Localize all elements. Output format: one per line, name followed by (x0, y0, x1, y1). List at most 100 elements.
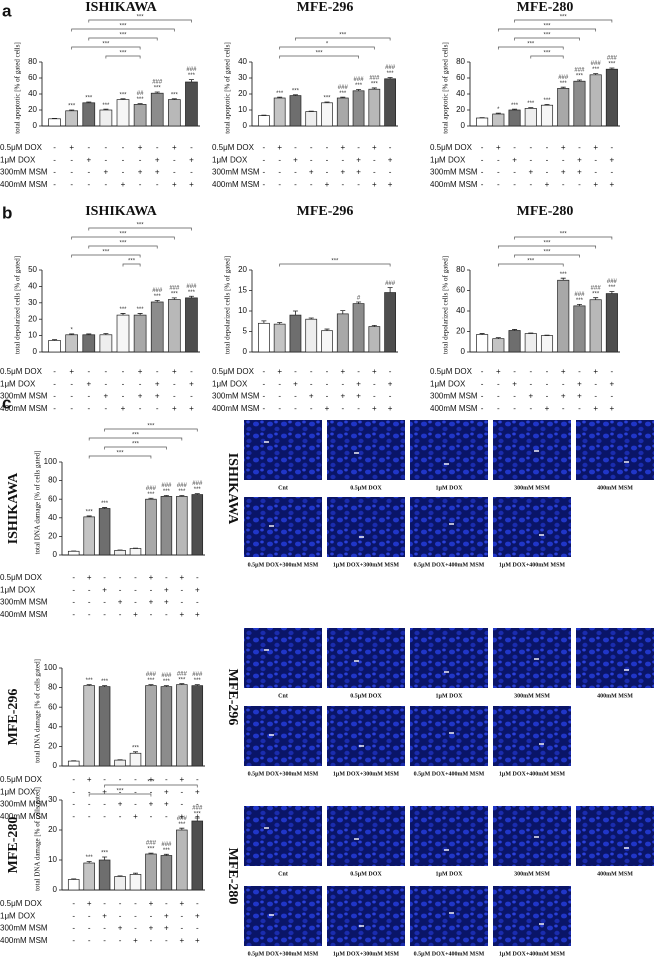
bar (114, 549, 126, 556)
bracket (88, 793, 152, 797)
treatment-sign: - (72, 787, 75, 796)
treatment-sign: + (138, 143, 143, 152)
treatment-sign: + (561, 168, 566, 177)
bar (321, 102, 333, 127)
error-bar (495, 337, 501, 339)
treatment-sign: - (173, 168, 176, 177)
image-caption: 400mM MSM (597, 693, 633, 699)
bracket-label: *** (132, 433, 140, 439)
treatment-sign: - (122, 392, 125, 401)
treatment-sign: + (102, 911, 107, 920)
treatment-sign: - (173, 392, 176, 401)
treatment-sign: + (172, 367, 177, 376)
bracket (497, 245, 597, 249)
image-caption: 1μM DOX (436, 693, 464, 699)
bar (185, 81, 198, 127)
bracket-label: *** (543, 51, 551, 57)
treatment-sign: - (180, 787, 183, 796)
image-caption: 1μM DOX (436, 485, 464, 491)
treatment-sign: - (150, 911, 153, 920)
treatment-sign: - (497, 180, 500, 189)
treatment-sign: + (155, 168, 160, 177)
treatment-sign: - (105, 143, 108, 152)
treatment-sign: - (88, 787, 91, 796)
treatment-sign: - (546, 155, 549, 164)
image-caption: 400mM MSM (597, 485, 633, 491)
treatment-label: 1μM DOX (0, 155, 36, 164)
bar (289, 95, 302, 127)
treatment-sign: - (263, 155, 266, 164)
bracket-label: * (326, 42, 329, 48)
treatment-sign: - (389, 168, 392, 177)
treatment-sign: - (481, 143, 484, 152)
bar (145, 853, 157, 891)
treatment-sign: - (611, 143, 614, 152)
treatment-sign: + (69, 143, 74, 152)
micrograph (493, 706, 571, 766)
significance-label: ### (385, 65, 396, 71)
treatment-sign: + (118, 598, 123, 607)
micrograph (327, 706, 405, 766)
bracket (497, 46, 564, 50)
treatment-sign: - (294, 180, 297, 189)
bar (557, 88, 570, 127)
treatment-label: 300mM MSM (430, 392, 478, 401)
significance-label: *** (608, 62, 616, 68)
treatment-sign: + (325, 180, 330, 189)
error-bar (163, 685, 169, 687)
bracket (104, 784, 198, 788)
bar (82, 102, 96, 127)
error-bar (71, 878, 77, 880)
treatment-sign: + (179, 610, 184, 619)
treatment-sign: - (481, 367, 484, 376)
error-bar (277, 96, 283, 98)
error-bar (171, 98, 177, 100)
bracket-label: *** (543, 24, 551, 30)
micrograph (244, 806, 322, 866)
treatment-sign: + (172, 143, 177, 152)
treatment-sign: - (294, 168, 297, 177)
bar (289, 314, 302, 353)
treatment-sign: + (325, 404, 330, 413)
treatment-sign: + (577, 155, 582, 164)
treatment-sign: - (70, 168, 73, 177)
treatment-sign: - (87, 143, 90, 152)
significance-label: ### (607, 279, 618, 285)
treatment-sign: - (150, 812, 153, 821)
bracket (104, 428, 198, 432)
significance-label: *** (592, 67, 600, 73)
treatment-sign: - (263, 404, 266, 413)
significance-label: *** (511, 103, 519, 109)
y-tick-label: 0 (33, 121, 38, 130)
treatment-sign: - (119, 911, 122, 920)
treatment-sign: - (278, 155, 281, 164)
treatment-sign: - (190, 168, 193, 177)
treatment-sign: + (172, 180, 177, 189)
treatment-sign: - (165, 812, 168, 821)
bar (145, 685, 157, 767)
significance-label: ### (186, 67, 197, 73)
treatment-label: 0.5μM DOX (430, 143, 473, 152)
image-caption: 300mM MSM (514, 485, 550, 491)
treatment-sign: - (326, 155, 329, 164)
treatment-sign: - (165, 936, 168, 945)
treatment-sign: - (310, 143, 313, 152)
treatment-sign: - (180, 598, 183, 607)
bar (83, 685, 95, 767)
treatment-sign: - (103, 775, 106, 784)
micrograph (493, 806, 571, 866)
bracket (88, 245, 158, 249)
bar (176, 829, 188, 891)
treatment-sign: - (70, 180, 73, 189)
y-tick-label: 60 (28, 73, 37, 82)
error-bar (86, 861, 92, 863)
error-bar (544, 104, 550, 106)
treatment-label: 400mM MSM (0, 610, 48, 619)
error-bar (102, 507, 108, 509)
treatment-sign: + (496, 367, 501, 376)
significance-label: *** (147, 492, 155, 498)
treatment-sign: + (164, 787, 169, 796)
treatment-sign: - (310, 379, 313, 388)
treatment-label: 1μM DOX (0, 379, 36, 388)
image-caption: 0.5μM DOX+300mM MSM (248, 771, 319, 777)
